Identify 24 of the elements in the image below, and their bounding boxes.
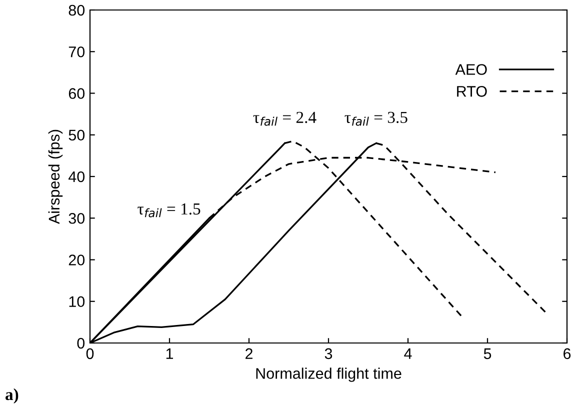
y-tick-label: 70: [68, 46, 85, 58]
x-tick-label: 5: [484, 348, 492, 360]
legend-label: RTO: [457, 86, 487, 97]
annotation: τ$_{fail}$ = 1.5: [138, 203, 200, 218]
text: a): [6, 388, 18, 404]
annotation: τ$_{fail}$ = 3.5: [344, 112, 408, 126]
y-tick-label: 40: [68, 171, 85, 182]
y-tick-label: 60: [68, 88, 85, 99]
x-tick-label: 4: [404, 348, 412, 359]
y-tick-label: 10: [69, 296, 85, 308]
y-tick-label: 20: [68, 254, 85, 266]
x-tick-label: 3: [324, 348, 332, 360]
x-axis-title: Normalized flight time: [256, 368, 402, 382]
x-tick-label: 2: [246, 348, 252, 359]
x-tick-label: 1: [166, 348, 174, 359]
y-tick-label: 30: [68, 212, 85, 224]
y-tick-label: 0: [77, 338, 85, 349]
annotation: τ$_{fail}$ = 2.4: [253, 112, 316, 126]
y-tick-label: 50: [68, 130, 85, 141]
y-axis-title: Airspeed (fps): [48, 130, 63, 224]
y-tick-label: 80: [68, 4, 85, 16]
legend-label: AEO: [455, 64, 487, 75]
x-tick-label: 0: [86, 348, 94, 360]
x-tick-label: 6: [564, 348, 571, 360]
